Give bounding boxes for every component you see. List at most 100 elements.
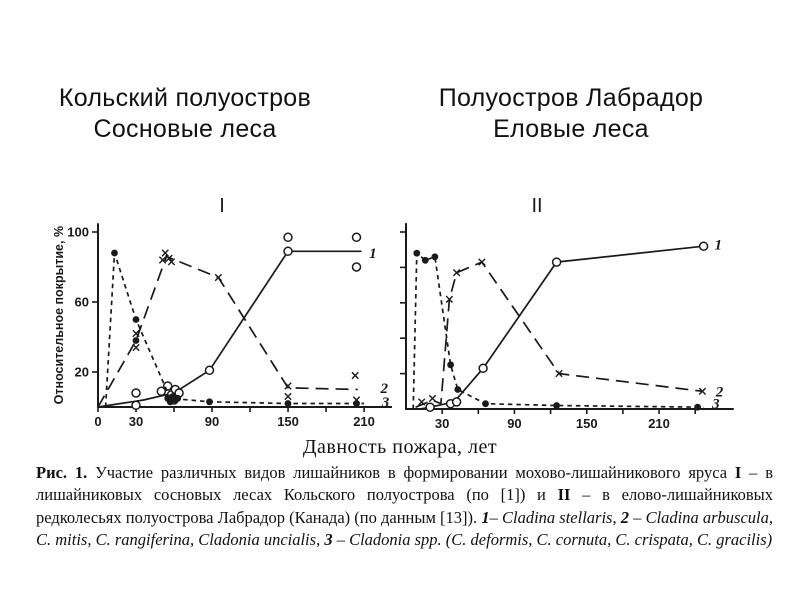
series-3: 3 bbox=[104, 249, 390, 411]
marker-circle-filled-icon bbox=[694, 403, 701, 411]
y-axis-label: Относительное покрытие, % bbox=[52, 226, 66, 404]
caption-segment: I bbox=[734, 463, 742, 482]
marker-x-icon bbox=[428, 394, 437, 403]
series-label-2: 2 bbox=[380, 381, 389, 397]
marker-x-icon bbox=[478, 258, 486, 266]
caption-segment: – bbox=[332, 530, 350, 550]
axes bbox=[405, 223, 734, 410]
caption-segment: , bbox=[316, 530, 325, 550]
series-label-2: 2 bbox=[715, 384, 724, 400]
caption-segment: 3 bbox=[324, 530, 333, 550]
marker-circle-open-icon bbox=[698, 241, 709, 251]
series-label-1: 1 bbox=[369, 246, 377, 262]
marker-circle-filled-icon bbox=[353, 400, 360, 407]
marker-circle-filled-icon bbox=[174, 394, 182, 402]
marker-circle-open-icon bbox=[283, 232, 293, 243]
caption-segment: – в лишайниковых сосновых лесах Кольског… bbox=[36, 463, 774, 505]
marker-circle-open-icon bbox=[283, 246, 293, 257]
marker-circle-open-icon bbox=[425, 402, 435, 412]
marker-x-icon bbox=[165, 254, 173, 262]
marker-circle-open-icon bbox=[451, 397, 462, 407]
caption-segment: 2 bbox=[620, 507, 630, 527]
marker-circle-open-icon bbox=[156, 386, 167, 397]
caption-segment: Cladina stellaris bbox=[501, 507, 613, 527]
x-tick-label: 90 bbox=[507, 416, 521, 431]
right-chart-region-title: Полуостров Лабрадор Еловые леса bbox=[430, 83, 712, 145]
marker-circle-open-icon bbox=[162, 381, 173, 391]
marker-circle-open-icon bbox=[204, 365, 215, 376]
caption-segment: Рис. 1. bbox=[36, 463, 88, 482]
marker-x-icon bbox=[445, 295, 454, 303]
left-chart-region-title: Кольский полуостров Сосновые леса bbox=[40, 83, 330, 145]
marker-circle-filled-icon bbox=[132, 316, 140, 323]
marker-circle-open-icon bbox=[478, 363, 488, 374]
series-1: 1 bbox=[97, 232, 377, 411]
marker-x-icon bbox=[214, 273, 223, 282]
marker-circle-filled-icon bbox=[166, 398, 174, 406]
chart-title: I bbox=[219, 196, 225, 217]
marker-x-icon bbox=[132, 329, 140, 338]
marker-circle-filled-icon bbox=[206, 398, 213, 406]
marker-x-icon bbox=[452, 269, 461, 277]
chart-title: II bbox=[531, 196, 542, 217]
marker-circle-filled-icon bbox=[111, 249, 118, 257]
marker-circle-open-icon bbox=[131, 388, 141, 398]
x-tick-label: 90 bbox=[205, 414, 219, 429]
x-tick-label: 30 bbox=[129, 414, 143, 429]
marker-x-icon bbox=[158, 256, 167, 264]
marker-x-icon bbox=[351, 371, 359, 380]
x-tick-label: 30 bbox=[435, 416, 449, 431]
right-title-line1: Полуостров Лабрадор bbox=[438, 84, 704, 112]
marker-x-icon bbox=[132, 343, 140, 352]
marker-x-icon bbox=[284, 382, 292, 390]
series-3: 3 bbox=[412, 249, 720, 413]
series-line-2 bbox=[415, 261, 703, 408]
x-axis-label: Давность пожара, лет bbox=[302, 436, 498, 458]
marker-x-icon bbox=[161, 249, 169, 257]
marker-circle-filled-icon bbox=[431, 253, 439, 261]
axis-ticks: 0 30 90 150 210 20 60 100 bbox=[67, 225, 375, 430]
marker-x-icon bbox=[167, 258, 176, 266]
caption-segment: – bbox=[489, 507, 502, 527]
axis-ticks: 30 90 150 210 bbox=[400, 231, 697, 431]
y-tick-label: 20 bbox=[75, 365, 89, 380]
marker-circle-filled-icon bbox=[413, 249, 421, 257]
marker-x-icon bbox=[284, 392, 292, 401]
y-tick-label: 60 bbox=[75, 295, 89, 310]
marker-circle-filled-icon bbox=[454, 386, 462, 393]
right-title-line2: Еловые леса bbox=[493, 115, 649, 143]
marker-x-icon bbox=[418, 398, 426, 406]
series-2: 2 bbox=[415, 258, 724, 408]
marker-circle-open-icon bbox=[351, 232, 362, 243]
x-tick-label: 0 bbox=[94, 414, 101, 429]
x-tick-label: 210 bbox=[648, 416, 670, 431]
marker-circle-open-icon bbox=[551, 257, 562, 267]
caption-segment: 1 bbox=[481, 507, 490, 527]
caption-segment: Участие различных видов лишайников в фор… bbox=[87, 463, 735, 482]
chart-II: 30 90 150 210 II 1 2 3 bbox=[395, 195, 753, 443]
marker-circle-filled-icon bbox=[553, 402, 560, 409]
series-1: 1 bbox=[420, 237, 723, 412]
x-tick-label: 150 bbox=[576, 416, 598, 431]
marker-circle-open-icon bbox=[351, 262, 362, 272]
x-tick-label: 150 bbox=[277, 414, 299, 429]
marker-circle-filled-icon bbox=[132, 337, 140, 344]
caption-segment: II bbox=[557, 485, 571, 505]
marker-circle-filled-icon bbox=[421, 256, 429, 264]
chart-I: 0 30 90 150 210 20 60 100 I Относительное покрыти… bbox=[50, 195, 400, 443]
figure-caption: Рис. 1. Участие различных видов лишайник… bbox=[36, 462, 773, 552]
series-label-1: 1 bbox=[715, 237, 723, 253]
marker-circle-filled-icon bbox=[447, 361, 454, 369]
chart-svg-I: 0 30 90 150 210 20 60 100 I Относительное покрыти… bbox=[52, 195, 392, 430]
marker-circle-filled-icon bbox=[284, 400, 292, 407]
x-tick-label: 210 bbox=[353, 414, 375, 429]
series-2: 2 bbox=[97, 249, 389, 408]
left-title-line1: Кольский полуостров bbox=[58, 84, 312, 112]
series-label-3: 3 bbox=[711, 397, 720, 413]
series-line-1 bbox=[97, 250, 362, 408]
y-tick-label: 100 bbox=[67, 225, 89, 240]
series-line-2 bbox=[97, 255, 358, 408]
caption-segment: Cladonia spp. (C. deformis, C. cornuta, … bbox=[349, 530, 773, 550]
chart-svg-II: 30 90 150 210 II 1 23 bbox=[400, 195, 734, 431]
